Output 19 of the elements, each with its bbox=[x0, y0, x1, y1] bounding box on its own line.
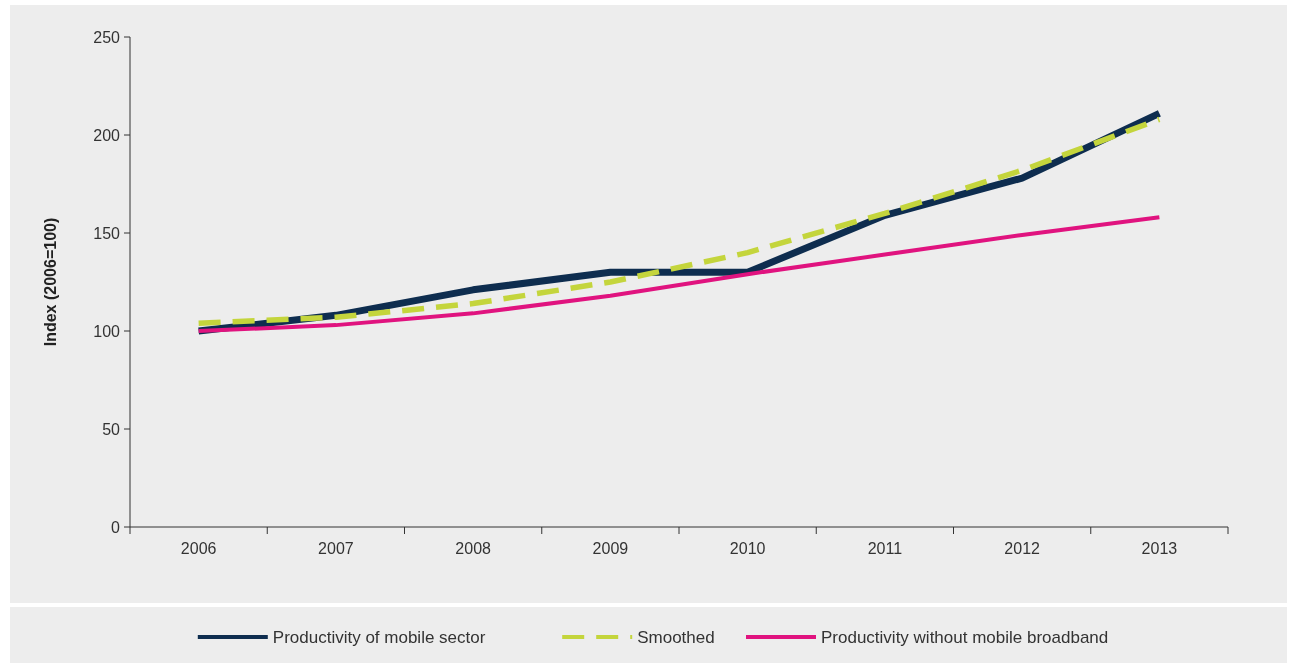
legend-label: Productivity without mobile broadband bbox=[821, 627, 1109, 647]
x-tick-label: 2009 bbox=[592, 540, 629, 557]
x-tick-label: 2010 bbox=[729, 540, 766, 557]
y-tick-label: 100 bbox=[93, 322, 121, 340]
y-tick-label: 200 bbox=[93, 126, 121, 144]
line-series bbox=[196, 215, 1162, 333]
legend-label: Productivity of mobile sector bbox=[272, 627, 486, 647]
legend-label: Smoothed bbox=[637, 627, 715, 647]
y-tick-label: 50 bbox=[102, 420, 121, 438]
x-tick-label: 2012 bbox=[1004, 540, 1041, 557]
x-tick-label: 2008 bbox=[455, 540, 492, 557]
y-tick-label: 250 bbox=[93, 28, 121, 46]
x-tick-label: 2006 bbox=[180, 540, 217, 557]
y-tick-label: 0 bbox=[111, 518, 121, 536]
x-tick-label: 2013 bbox=[1141, 540, 1178, 557]
x-tick-label: 2011 bbox=[867, 540, 903, 557]
y-axis-title: Index (2006=100) bbox=[42, 217, 59, 347]
x-tick-label: 2007 bbox=[318, 540, 354, 557]
y-tick-label: 150 bbox=[93, 224, 121, 242]
